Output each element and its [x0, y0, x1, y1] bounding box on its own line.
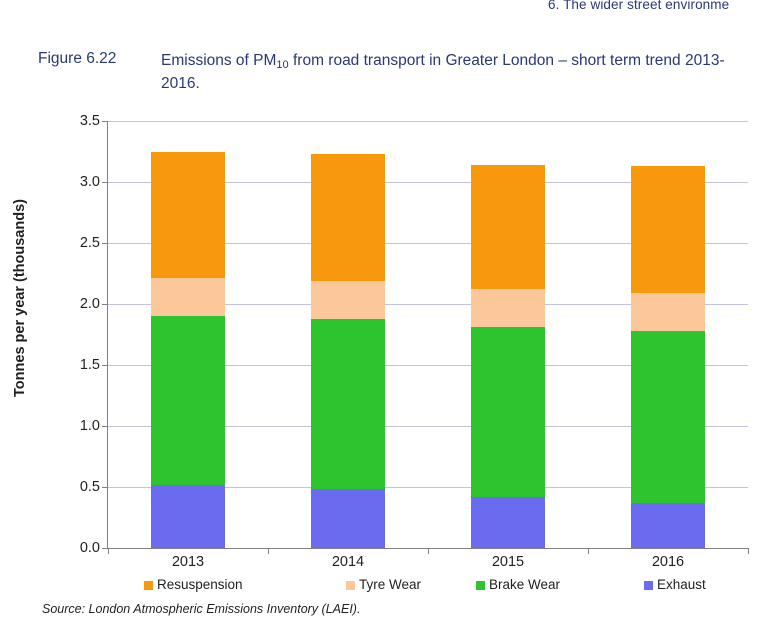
figure-number: Figure 6.22 — [38, 50, 117, 67]
legend-label: Resuspension — [157, 577, 243, 592]
bar-segment-brake-wear[interactable] — [471, 327, 545, 497]
x-axis-tick-label-2013: 2013 — [171, 554, 205, 570]
y-axis-tick — [102, 182, 108, 183]
legend-item-brake-wear[interactable]: Brake Wear — [476, 577, 560, 592]
bar-segment-brake-wear[interactable] — [311, 318, 385, 490]
figure-title-part1: Emissions of PM — [161, 52, 277, 69]
y-axis-tick — [102, 243, 108, 244]
bar-segment-brake-wear[interactable] — [151, 316, 225, 485]
y-axis-title: Tonnes per year (thousands) — [12, 199, 28, 397]
gridline — [108, 243, 748, 244]
x-axis-tick — [588, 548, 589, 554]
bar-segment-tyre-wear[interactable] — [151, 278, 225, 317]
legend-swatch-icon — [346, 581, 355, 590]
gridline — [108, 182, 748, 183]
y-axis-tick — [102, 487, 108, 488]
running-header: 6. The wider street environme — [0, 0, 781, 22]
x-axis-tick-label-2014: 2014 — [331, 554, 365, 570]
chart-legend: Resuspension Tyre Wear Brake Wear Exhaust — [108, 577, 748, 595]
y-axis-tick — [102, 304, 108, 305]
legend-item-tyre-wear[interactable]: Tyre Wear — [346, 577, 421, 592]
y-axis-tick — [102, 121, 108, 122]
y-axis-tick-labels: 0.0 0.5 1.0 1.5 2.0 2.5 3.0 3.5 — [55, 114, 100, 556]
legend-label: Tyre Wear — [359, 577, 422, 592]
x-axis-tick — [108, 548, 109, 554]
figure-title: Emissions of PM10 from road transport in… — [161, 50, 741, 95]
y-axis-tick — [102, 548, 108, 549]
y-axis-tick-label: 2.5 — [79, 235, 100, 251]
bar-segment-tyre-wear[interactable] — [311, 280, 385, 319]
y-axis-tick-label: 3.5 — [79, 113, 100, 129]
gridline — [108, 487, 748, 488]
bar-group-2015[interactable] — [471, 121, 545, 548]
y-axis-tick — [102, 426, 108, 427]
legend-item-resuspension[interactable]: Resuspension — [144, 577, 243, 592]
y-axis-tick-label: 2.0 — [79, 296, 100, 312]
plot-area: 2013 2014 2015 2016 — [102, 121, 749, 570]
legend-item-exhaust[interactable]: Exhaust — [644, 577, 706, 592]
figure-title-subscript: 10 — [276, 59, 289, 71]
gridline — [108, 365, 748, 366]
y-axis-tick-label: 0.5 — [79, 479, 100, 495]
bar-segment-brake-wear[interactable] — [631, 330, 705, 503]
bar-group-2016[interactable] — [631, 121, 705, 548]
running-header-text: 6. The wider street environme — [548, 0, 730, 12]
x-axis-tick-label-2015: 2015 — [491, 554, 525, 570]
bar-segment-resuspension[interactable] — [471, 164, 545, 290]
bar-segment-resuspension[interactable] — [631, 166, 705, 293]
bar-segment-exhaust[interactable] — [631, 502, 705, 548]
x-axis-tick-label-2016: 2016 — [651, 554, 685, 570]
source-note: Source: London Atmospheric Emissions Inv… — [42, 602, 361, 616]
y-axis-tick — [102, 365, 108, 366]
y-axis-tick-label: 0.0 — [79, 540, 100, 556]
legend-swatch-icon — [144, 581, 153, 590]
legend-swatch-icon — [644, 581, 653, 590]
x-axis-tick — [748, 548, 749, 554]
y-axis-tick-label: 1.5 — [79, 357, 100, 373]
bar-group-2013[interactable] — [151, 121, 225, 548]
gridline — [108, 304, 748, 305]
x-axis-tick — [428, 548, 429, 554]
legend-swatch-icon — [476, 581, 485, 590]
y-axis-line — [107, 121, 108, 549]
gridline — [108, 426, 748, 427]
bar-segment-resuspension[interactable] — [151, 151, 225, 279]
legend-label: Exhaust — [657, 577, 706, 592]
bar-segment-tyre-wear[interactable] — [631, 293, 705, 331]
bar-segment-exhaust[interactable] — [311, 489, 385, 548]
y-axis-tick-label: 1.0 — [79, 418, 100, 434]
bar-segment-resuspension[interactable] — [311, 153, 385, 281]
figure-title-part2: from road transport in Greater London – … — [161, 52, 725, 92]
bar-segment-exhaust[interactable] — [151, 484, 225, 548]
bar-segment-tyre-wear[interactable] — [471, 289, 545, 328]
gridline — [108, 121, 748, 122]
legend-label: Brake Wear — [489, 577, 561, 592]
y-axis-tick-label: 3.0 — [79, 174, 100, 190]
bar-group-2014[interactable] — [311, 121, 385, 548]
x-axis-tick — [268, 548, 269, 554]
bar-segment-exhaust[interactable] — [471, 496, 545, 548]
